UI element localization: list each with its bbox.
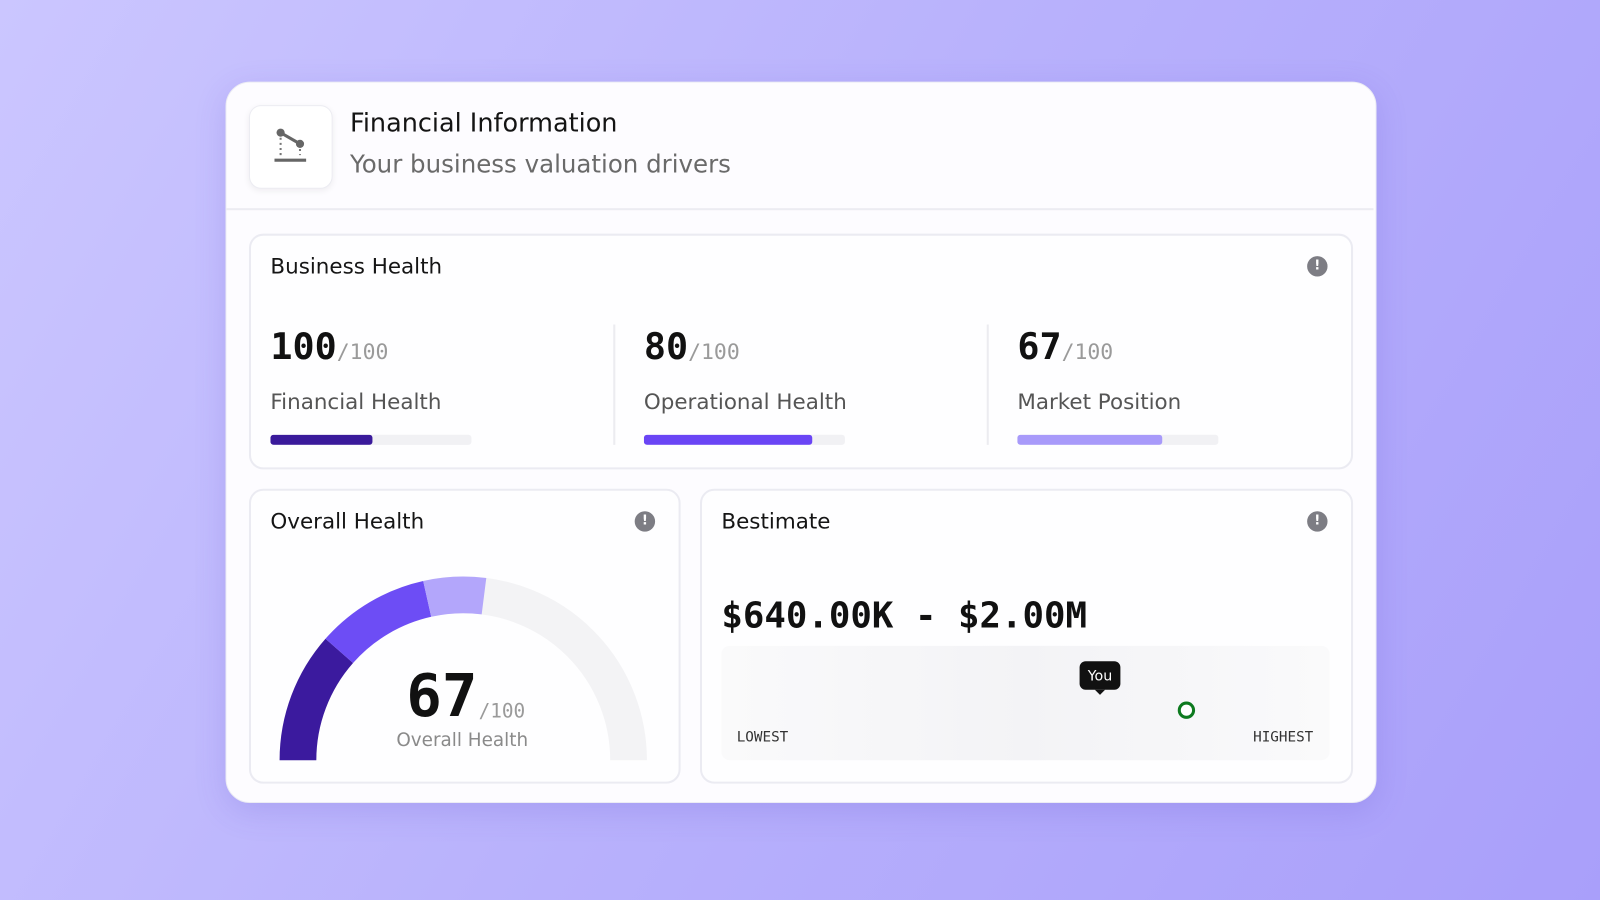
progress-bar bbox=[643, 434, 813, 445]
gauge-score: 67 bbox=[406, 661, 477, 730]
low-label: LOWEST bbox=[737, 730, 789, 746]
header-title: Financial Information bbox=[349, 108, 618, 138]
gauge-max: /100 bbox=[479, 700, 526, 723]
score-value: 100 bbox=[270, 326, 337, 369]
header-subtitle: Your business valuation drivers bbox=[349, 149, 731, 179]
divider bbox=[226, 208, 1374, 211]
slider-backdrop bbox=[721, 645, 1330, 761]
tooltip-label: You bbox=[1087, 669, 1113, 685]
info-button[interactable]: ! bbox=[634, 511, 656, 532]
business-health-panel bbox=[248, 233, 1354, 470]
metric-label: Market Position bbox=[1017, 389, 1182, 415]
gauge-segment bbox=[279, 638, 354, 761]
score-value: 67 bbox=[1017, 326, 1062, 369]
slider-marker bbox=[1177, 701, 1196, 719]
metric-score: 80/100 bbox=[644, 327, 740, 369]
range-text: $640.00K - $2.00M bbox=[721, 595, 1087, 637]
panel-title: Overall Health bbox=[270, 509, 425, 534]
header-icon bbox=[248, 105, 333, 189]
tooltip-arrow bbox=[1094, 689, 1106, 695]
gauge-segment bbox=[423, 576, 487, 617]
icon-graphic bbox=[274, 128, 307, 162]
score-value: 80 bbox=[643, 326, 689, 369]
score-max: /100 bbox=[688, 339, 740, 365]
progress-track bbox=[643, 434, 845, 445]
progress-track bbox=[270, 434, 472, 445]
metric-score: 67/100 bbox=[1017, 327, 1113, 369]
high-label: HIGHEST bbox=[1253, 730, 1314, 746]
tooltip-box bbox=[1079, 661, 1121, 690]
info-button[interactable]: ! bbox=[1307, 256, 1328, 277]
gauge-segment bbox=[325, 580, 432, 664]
panel-title: Bestimate bbox=[721, 509, 831, 534]
score-max: /100 bbox=[1061, 339, 1114, 365]
progress-bar bbox=[270, 434, 373, 445]
info-button[interactable]: ! bbox=[1307, 511, 1328, 532]
panel-title: Business Health bbox=[270, 254, 443, 279]
progress-bar bbox=[1017, 434, 1163, 445]
score-max: /100 bbox=[336, 339, 389, 365]
progress-track bbox=[1017, 434, 1219, 445]
column-divider bbox=[613, 324, 616, 445]
gauge-caption: Overall Health bbox=[396, 730, 528, 751]
metric-label: Operational Health bbox=[643, 389, 847, 415]
column-divider bbox=[986, 324, 989, 445]
metric-score: 100/100 bbox=[270, 327, 388, 369]
metric-label: Financial Health bbox=[270, 389, 442, 415]
